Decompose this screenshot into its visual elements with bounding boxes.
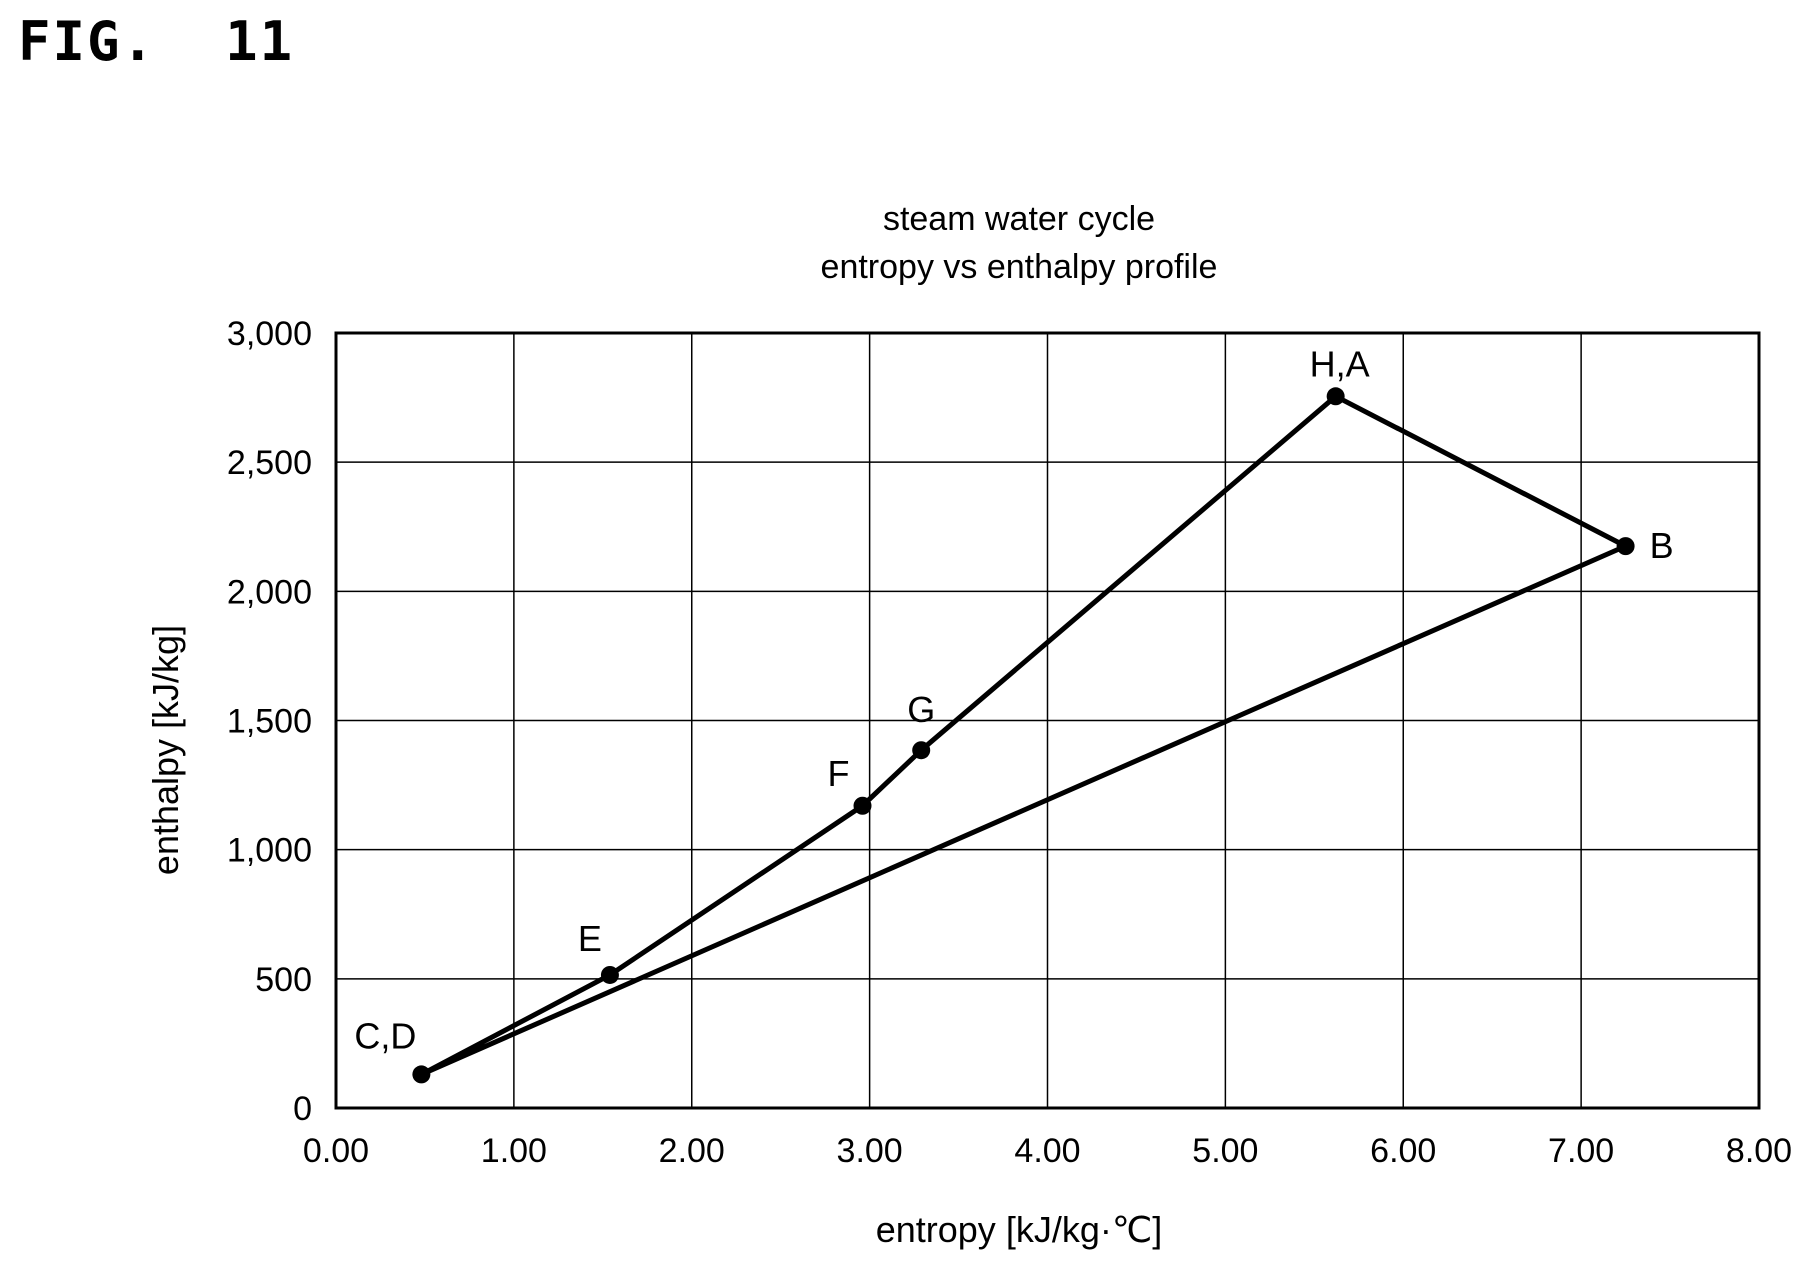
y-tick-label: 3,000 — [227, 315, 312, 353]
x-tick-label: 8.00 — [1726, 1132, 1792, 1170]
x-tick-label: 4.00 — [1014, 1132, 1080, 1170]
plot-frame — [334, 331, 1761, 1110]
x-tick-label: 5.00 — [1192, 1132, 1258, 1170]
x-tick-label: 6.00 — [1370, 1132, 1436, 1170]
tick-labels: 0.00 1.00 2.00 3.00 4.00 5.00 6.00 7.00 8.00 0 500… — [227, 315, 1792, 1170]
y-tick-label: 2,000 — [227, 573, 312, 611]
x-tick-label: 1.00 — [481, 1132, 547, 1170]
grid — [335, 332, 1760, 1109]
point-labels: C,D E F G H,A B — [354, 343, 1673, 1056]
y-tick-label: 2,500 — [227, 444, 312, 482]
x-tick-label: 2.00 — [659, 1132, 725, 1170]
y-tick-label: 0 — [293, 1090, 312, 1128]
y-axis-label: enthalpy [kJ/kg] — [145, 625, 186, 875]
x-tick-label: 0.00 — [303, 1132, 369, 1170]
chart-subtitle: entropy vs enthalpy profile — [821, 248, 1218, 286]
data-point — [412, 1065, 431, 1084]
x-tick-label: 3.00 — [837, 1132, 903, 1170]
data-point — [853, 796, 872, 815]
point-label: H,A — [1310, 343, 1370, 384]
point-label: G — [907, 689, 935, 730]
point-label: E — [578, 918, 602, 959]
figure-label: FIG. 11 — [18, 10, 295, 73]
y-tick-label: 1,500 — [227, 703, 312, 741]
y-tick-label: 500 — [255, 961, 312, 999]
point-label: F — [828, 753, 850, 794]
chart-title: steam water cycle — [883, 200, 1155, 238]
data-point — [912, 741, 931, 760]
point-label: B — [1650, 525, 1674, 566]
data-point — [600, 965, 619, 984]
point-label: C,D — [354, 1015, 416, 1056]
y-tick-label: 1,000 — [227, 832, 312, 870]
data-point — [1326, 387, 1345, 406]
x-axis-label: entropy [kJ/kg·℃] — [876, 1209, 1163, 1250]
x-tick-label: 7.00 — [1548, 1132, 1614, 1170]
data-point — [1616, 537, 1635, 556]
series — [412, 387, 1635, 1084]
